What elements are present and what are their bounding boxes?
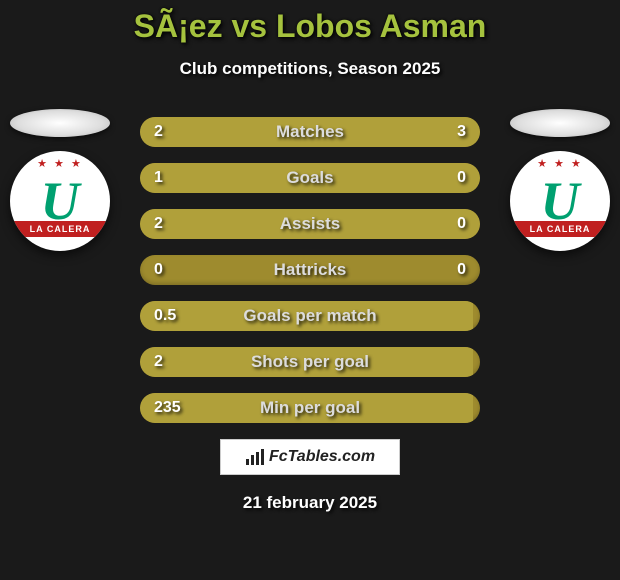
stat-value-right: 3: [457, 117, 466, 147]
stat-row: 1Goals0: [140, 163, 480, 193]
footer-date: 21 february 2025: [0, 493, 620, 513]
stat-label: Goals per match: [140, 301, 480, 331]
crest-band: LA CALERA: [10, 221, 110, 237]
stat-label: Min per goal: [140, 393, 480, 423]
stat-value-right: 0: [457, 209, 466, 239]
stat-label: Shots per goal: [140, 347, 480, 377]
wing-shape-left: [10, 109, 110, 137]
stat-row: 0.5Goals per match: [140, 301, 480, 331]
club-crest-right: ★ ★ ★ U LA CALERA: [510, 151, 610, 251]
player-right-badge: ★ ★ ★ U LA CALERA: [510, 109, 610, 259]
stat-label: Goals: [140, 163, 480, 193]
stat-row: 2Matches3: [140, 117, 480, 147]
club-crest-left: ★ ★ ★ U LA CALERA: [10, 151, 110, 251]
page-title: SÃ¡ez vs Lobos Asman: [0, 0, 620, 45]
brand-text: FcTables.com: [269, 448, 375, 466]
stat-label: Assists: [140, 209, 480, 239]
stat-row: 235Min per goal: [140, 393, 480, 423]
wing-shape-right: [510, 109, 610, 137]
stat-value-right: 0: [457, 163, 466, 193]
stat-row: 0Hattricks0: [140, 255, 480, 285]
stat-row: 2Shots per goal: [140, 347, 480, 377]
crest-stars: ★ ★ ★: [537, 157, 583, 170]
stat-label: Matches: [140, 117, 480, 147]
player-left-badge: ★ ★ ★ U LA CALERA: [10, 109, 110, 259]
stat-label: Hattricks: [140, 255, 480, 285]
stat-row: 2Assists0: [140, 209, 480, 239]
page-subtitle: Club competitions, Season 2025: [0, 59, 620, 79]
crest-stars: ★ ★ ★: [37, 157, 83, 170]
brand-logo[interactable]: FcTables.com: [220, 439, 400, 475]
crest-band: LA CALERA: [510, 221, 610, 237]
stats-list: 2Matches31Goals02Assists00Hattricks00.5G…: [140, 117, 480, 423]
stat-value-right: 0: [457, 255, 466, 285]
comparison-content: ★ ★ ★ U LA CALERA ★ ★ ★ U LA CALERA 2Mat…: [0, 117, 620, 423]
chart-icon: [245, 449, 265, 465]
